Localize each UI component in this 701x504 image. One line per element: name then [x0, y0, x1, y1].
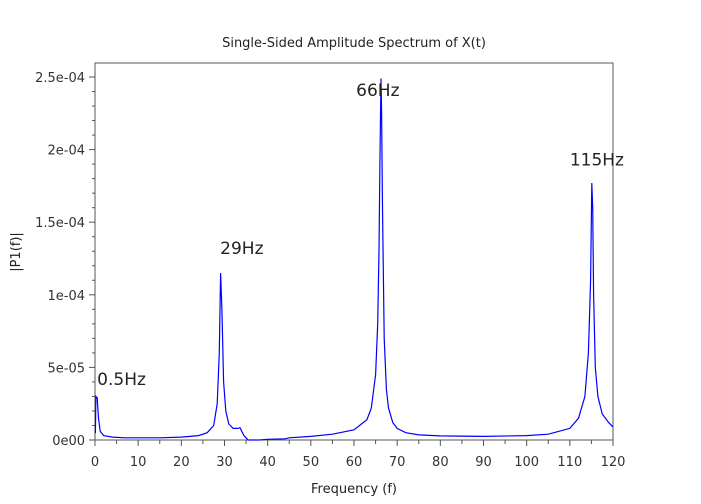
- x-tick-label: 120: [601, 455, 626, 470]
- series-line: [94, 78, 614, 441]
- x-tick-label: 60: [346, 455, 363, 470]
- y-axis: 0e00 5e-05 1e-04 1.5e-04 2e-04 2.5e-04: [35, 71, 95, 449]
- x-axis-label: Frequency (f): [311, 482, 397, 497]
- x-tick-label: 30: [216, 455, 233, 470]
- y-tick-label: 1e-04: [47, 289, 85, 304]
- plot-frame: [94, 62, 614, 441]
- x-tick-label: 110: [557, 455, 582, 470]
- x-tick-label: 50: [303, 455, 320, 470]
- y-axis-label: |P1(f)|: [9, 232, 24, 272]
- peak-annotation: 66Hz: [356, 81, 399, 101]
- x-tick-label: 70: [389, 455, 406, 470]
- chart-title: Single-Sided Amplitude Spectrum of X(t): [222, 36, 486, 51]
- y-tick-label: 2e-04: [47, 144, 85, 159]
- y-tick-label: 2.5e-04: [35, 71, 85, 86]
- y-tick-label: 0e00: [52, 434, 85, 449]
- annotations: 0.5Hz 29Hz 66Hz 115Hz: [97, 81, 624, 390]
- peak-annotation: 0.5Hz: [97, 370, 146, 390]
- x-tick-label: 100: [514, 455, 539, 470]
- x-tick-label: 40: [259, 455, 276, 470]
- x-tick-label: 20: [173, 455, 190, 470]
- y-tick-label: 1.5e-04: [35, 216, 85, 231]
- x-axis: 0 10 20 30 40 50 60 70 80 90 100 110 120: [91, 439, 626, 470]
- x-tick-label: 10: [130, 455, 147, 470]
- y-tick-label: 5e-05: [47, 361, 85, 376]
- peak-annotation: 29Hz: [220, 239, 263, 259]
- x-tick-label: 0: [91, 455, 99, 470]
- x-tick-label: 80: [432, 455, 449, 470]
- x-tick-label: 90: [475, 455, 492, 470]
- peak-annotation: 115Hz: [570, 151, 624, 171]
